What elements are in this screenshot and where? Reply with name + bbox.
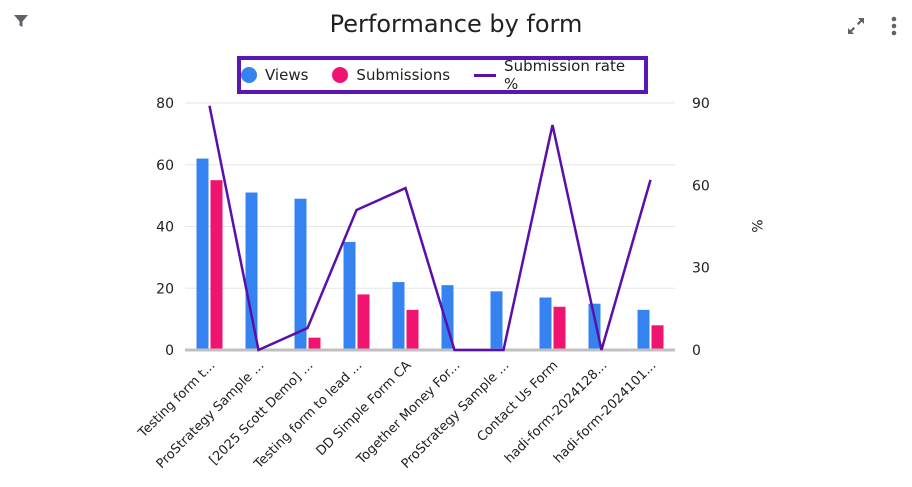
line-submission-rate	[208, 105, 652, 352]
bar-views	[343, 241, 356, 350]
more-vertical-icon[interactable]	[886, 14, 902, 38]
bar-submissions	[308, 337, 321, 350]
y-left-tick-label: 0	[165, 343, 174, 359]
chart-title: Performance by form	[329, 10, 583, 38]
bar-views	[392, 282, 405, 350]
bar-views	[294, 198, 307, 350]
y-left-tick-label: 60	[156, 158, 174, 174]
bar-views	[637, 309, 650, 350]
y-left-tick-label: 40	[156, 220, 174, 236]
y-right-tick-label: 0	[692, 343, 701, 359]
bar-views	[588, 303, 601, 350]
y-right-tick-label: 90	[692, 96, 710, 112]
legend-item-submissions[interactable]: Submissions	[332, 66, 450, 84]
y-right-tick-label: 60	[692, 178, 710, 194]
y-right-tick-label: 30	[692, 261, 710, 277]
legend-label-rate: Submission rate %	[504, 57, 626, 93]
legend-label-views: Views	[265, 66, 309, 84]
bar-views	[245, 192, 258, 350]
bar-views	[196, 158, 209, 350]
y-left-tick-label: 20	[156, 281, 174, 297]
filter-icon[interactable]	[12, 12, 30, 30]
y-left-tick-label: 80	[156, 96, 174, 112]
bar-submissions	[553, 306, 566, 350]
bar-submissions	[210, 180, 223, 350]
legend-swatch-rate	[474, 73, 497, 77]
chart-legend: Views Submissions Submission rate %	[237, 56, 648, 94]
x-tick-label: DD Simple Form CA	[314, 358, 415, 459]
bar-submissions	[651, 325, 664, 350]
legend-swatch-submissions	[332, 67, 349, 83]
legend-label-submissions: Submissions	[356, 66, 451, 84]
y-right-axis-label: %	[748, 219, 764, 232]
x-tick-label: hadi-form-2024101...	[551, 358, 659, 466]
bar-submissions	[406, 309, 419, 350]
bar-views	[539, 297, 552, 350]
legend-item-rate[interactable]: Submission rate %	[474, 57, 644, 93]
expand-icon[interactable]	[844, 14, 868, 38]
bar-views	[490, 291, 503, 350]
bar-submissions	[357, 294, 370, 350]
legend-item-views[interactable]: Views	[241, 66, 308, 84]
legend-swatch-views	[241, 67, 257, 83]
